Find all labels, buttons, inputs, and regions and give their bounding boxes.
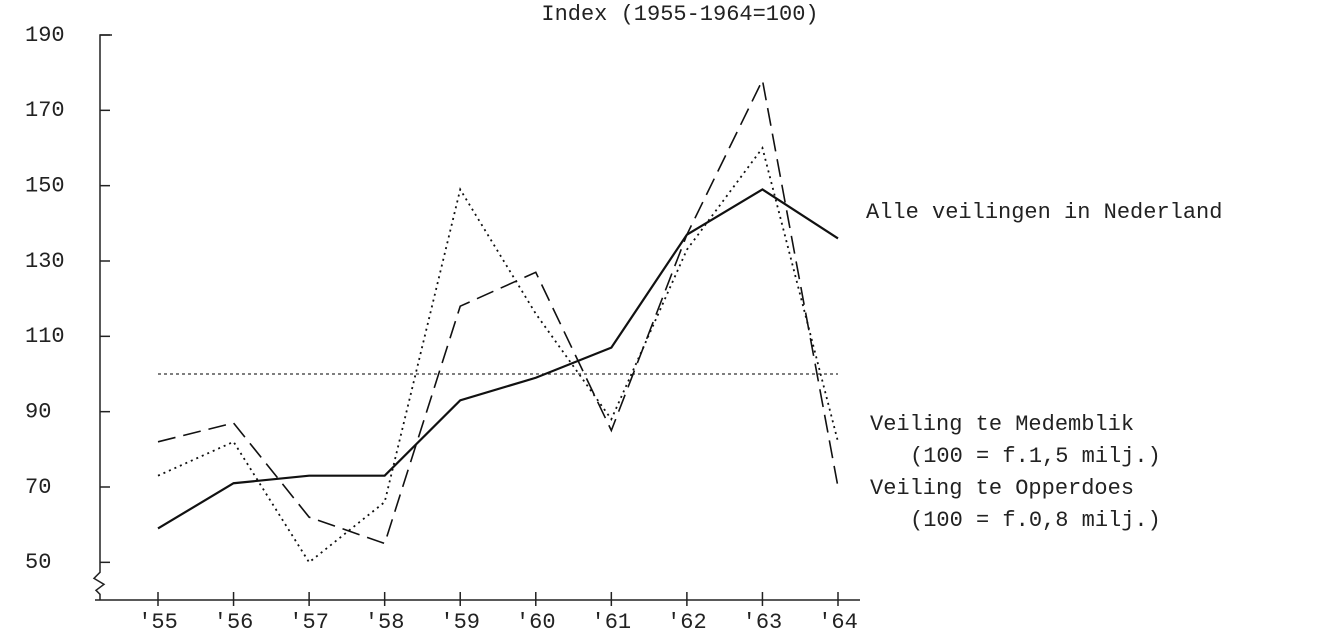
series-label: Alle veilingen in Nederland (866, 200, 1222, 225)
y-tick-label: 150 (25, 173, 65, 198)
series-line (157, 77, 839, 545)
x-tick-label: '59 (440, 610, 480, 635)
x-tick-label: '58 (365, 610, 405, 635)
series-note: (100 = f.0,8 milj.) (910, 508, 1161, 533)
series-line (157, 188, 839, 530)
x-tick-label: '62 (667, 610, 707, 635)
series-label: Veiling te Medemblik (870, 412, 1134, 437)
y-tick-label: 110 (25, 324, 65, 349)
y-tick-label: 50 (25, 550, 51, 575)
series-label: Veiling te Opperdoes (870, 476, 1134, 501)
chart-title: Index (1955-1964=100) (541, 2, 818, 27)
x-tick-label: '60 (516, 610, 556, 635)
series-line (157, 145, 839, 564)
x-tick-label: '55 (138, 610, 178, 635)
y-tick-label: 90 (25, 399, 51, 424)
x-tick-label: '63 (743, 610, 783, 635)
x-tick-label: '61 (592, 610, 632, 635)
y-tick-label: 190 (25, 23, 65, 48)
y-tick-label: 130 (25, 249, 65, 274)
y-tick-label: 170 (25, 98, 65, 123)
y-axis (92, 34, 112, 600)
x-tick-label: '64 (818, 610, 858, 635)
series-note: (100 = f.1,5 milj.) (910, 444, 1161, 469)
y-tick-label: 70 (25, 475, 51, 500)
x-tick-label: '56 (214, 610, 254, 635)
x-tick-label: '57 (289, 610, 329, 635)
